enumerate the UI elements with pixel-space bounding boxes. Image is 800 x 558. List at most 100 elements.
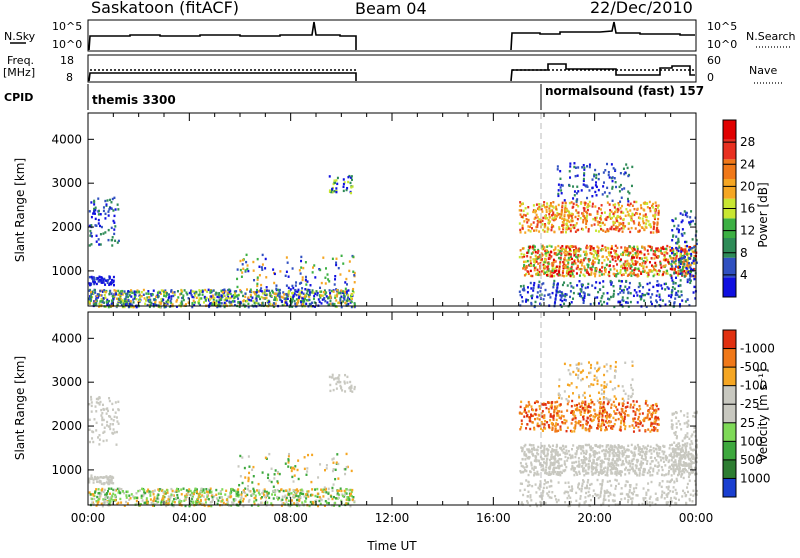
range-cell (653, 226, 655, 228)
range-cell (615, 181, 617, 183)
range-cell (304, 288, 306, 290)
range-cell (350, 192, 352, 194)
range-cell (611, 217, 613, 219)
range-cell (90, 201, 92, 203)
range-cell (549, 216, 551, 218)
range-cell (120, 301, 122, 303)
range-cell (94, 213, 96, 215)
range-cell (305, 303, 307, 305)
range-cell (578, 482, 580, 484)
range-cell (611, 247, 613, 249)
range-cell (183, 500, 185, 502)
range-cell (347, 176, 349, 178)
range-cell (107, 211, 109, 213)
range-cell (303, 300, 305, 302)
range-cell (534, 267, 536, 269)
range-cell (610, 228, 612, 230)
range-cell (637, 250, 639, 252)
range-cell (117, 203, 119, 205)
range-cell (524, 458, 526, 460)
range-cell (607, 247, 609, 249)
range-cell (584, 217, 586, 219)
range-cell (627, 203, 629, 205)
range-cell (258, 290, 260, 292)
range-cell (115, 412, 117, 414)
range-cell (589, 201, 591, 203)
range-cell (661, 490, 663, 492)
range-cell (586, 263, 588, 265)
range-cell (113, 233, 115, 235)
range-cell (577, 229, 579, 231)
range-cell (558, 481, 560, 483)
range-cell (571, 488, 573, 490)
range-cell (647, 489, 649, 491)
range-cell (329, 376, 331, 378)
range-cell (546, 458, 548, 460)
range-cell (546, 206, 548, 208)
range-cell (130, 300, 132, 302)
range-cell (669, 444, 671, 446)
range-cell (585, 500, 587, 502)
range-cell (651, 502, 653, 504)
range-cell (351, 175, 353, 177)
range-cell (638, 449, 640, 451)
range-cell (268, 492, 270, 494)
range-cell (580, 202, 582, 204)
range-cell (530, 223, 532, 225)
range-cell (693, 251, 695, 253)
range-cell (336, 295, 338, 297)
range-cell (111, 482, 113, 484)
range-cell (93, 481, 95, 483)
range-cell (554, 216, 556, 218)
range-cell (608, 171, 610, 173)
range-cell (600, 218, 602, 220)
range-cell (602, 255, 604, 257)
range-cell (582, 284, 584, 286)
range-cell (613, 500, 615, 502)
range-cell (246, 268, 248, 270)
range-cell (617, 301, 619, 303)
range-cell (599, 221, 601, 223)
range-cell (599, 288, 601, 290)
range-cell (578, 211, 580, 213)
range-cell (621, 280, 623, 282)
range-cell (588, 491, 590, 493)
range-cell (555, 294, 557, 296)
range-cell (250, 299, 252, 301)
range-cell (649, 207, 651, 209)
range-cell (285, 462, 287, 464)
range-cell (325, 282, 327, 284)
range-cell (682, 214, 684, 216)
range-cell (606, 256, 608, 258)
range-cell (286, 497, 288, 499)
range-cell (335, 497, 337, 499)
range-cell (595, 252, 597, 254)
range-cell (119, 292, 121, 294)
range-cell (98, 498, 100, 500)
range-cell (552, 286, 554, 288)
range-cell (329, 390, 331, 392)
range-cell (578, 280, 580, 282)
range-cell (98, 492, 100, 494)
range-cell (314, 301, 316, 303)
nsearch-series (511, 22, 695, 50)
range-cell (348, 270, 350, 272)
range-cell (582, 221, 584, 223)
range-cell (624, 269, 626, 271)
range-cell (661, 287, 663, 289)
range-cell (104, 294, 106, 296)
range-cell (332, 462, 334, 464)
range-cell (548, 207, 550, 209)
range-cell (675, 217, 677, 219)
range-cell (339, 385, 341, 387)
range-cell (647, 482, 649, 484)
range-cell (552, 211, 554, 213)
range-cell (352, 256, 354, 258)
range-cell (630, 219, 632, 221)
range-cell (642, 497, 644, 499)
range-cell (125, 494, 127, 496)
range-cell (106, 439, 108, 441)
range-cell (641, 226, 643, 228)
range-cell (317, 476, 319, 478)
range-cell (642, 294, 644, 296)
